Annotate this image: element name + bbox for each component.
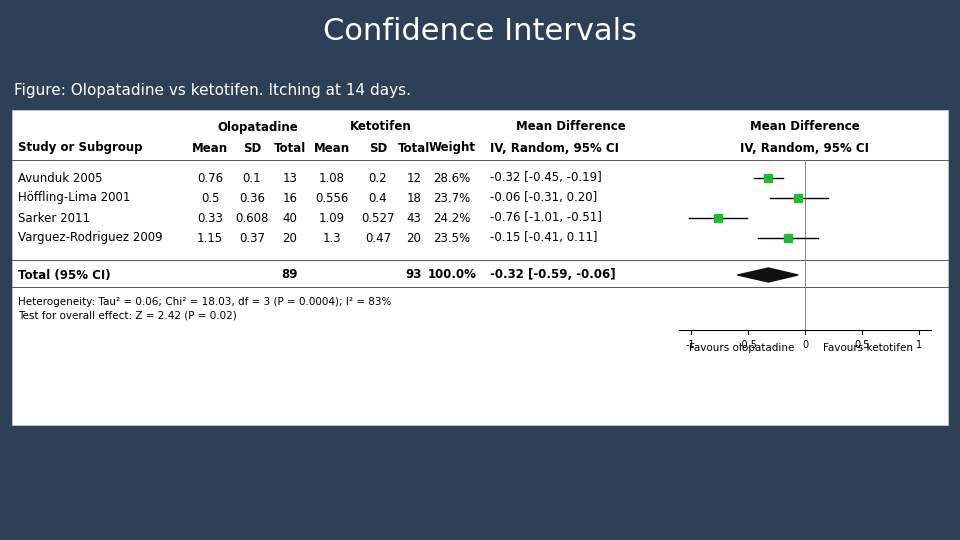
Text: Favours ketotifen: Favours ketotifen [823, 343, 913, 353]
Text: 0.36: 0.36 [239, 192, 265, 205]
Text: Mean Difference: Mean Difference [516, 120, 626, 133]
Text: 89: 89 [281, 268, 299, 281]
Text: 0.4: 0.4 [369, 192, 387, 205]
Text: 43: 43 [407, 212, 421, 225]
Text: Sarker 2011: Sarker 2011 [18, 212, 90, 225]
Text: -0.32 [-0.59, -0.06]: -0.32 [-0.59, -0.06] [490, 268, 615, 281]
Text: -0.15 [-0.41, 0.11]: -0.15 [-0.41, 0.11] [490, 232, 597, 245]
Text: Varguez-Rodriguez 2009: Varguez-Rodriguez 2009 [18, 232, 162, 245]
Text: Total: Total [397, 141, 430, 154]
Text: -0.5: -0.5 [738, 340, 757, 350]
Text: 20: 20 [407, 232, 421, 245]
Text: 20: 20 [282, 232, 298, 245]
Text: -0.76 [-1.01, -0.51]: -0.76 [-1.01, -0.51] [490, 212, 602, 225]
Text: -0.32 [-0.45, -0.19]: -0.32 [-0.45, -0.19] [490, 172, 602, 185]
Text: -0.06 [-0.31, 0.20]: -0.06 [-0.31, 0.20] [490, 192, 597, 205]
Text: 0.608: 0.608 [235, 212, 269, 225]
Text: Total: Total [274, 141, 306, 154]
Text: 13: 13 [282, 172, 298, 185]
Text: Study or Subgroup: Study or Subgroup [18, 141, 142, 154]
Text: 23.5%: 23.5% [433, 232, 470, 245]
Polygon shape [737, 268, 798, 282]
Text: 0.5: 0.5 [201, 192, 219, 205]
Text: 0: 0 [802, 340, 808, 350]
Text: 0.76: 0.76 [197, 172, 223, 185]
Text: 23.7%: 23.7% [433, 192, 470, 205]
Text: IV, Random, 95% CI: IV, Random, 95% CI [490, 141, 619, 154]
Text: 1.15: 1.15 [197, 232, 223, 245]
Text: 0.2: 0.2 [369, 172, 387, 185]
Text: SD: SD [243, 141, 261, 154]
Text: IV, Random, 95% CI: IV, Random, 95% CI [740, 141, 870, 154]
Text: Mean: Mean [192, 141, 228, 154]
Text: Heterogeneity: Tau² = 0.06; Chi² = 18.03, df = 3 (P = 0.0004); I² = 83%: Heterogeneity: Tau² = 0.06; Chi² = 18.03… [18, 297, 392, 307]
Text: Ketotifen: Ketotifen [350, 120, 412, 133]
Text: Avunduk 2005: Avunduk 2005 [18, 172, 103, 185]
Bar [12, 110, 948, 425]
Text: Mean Difference: Mean Difference [750, 120, 860, 133]
Text: 18: 18 [407, 192, 421, 205]
Text: 0.1: 0.1 [243, 172, 261, 185]
Text: 0.5: 0.5 [854, 340, 870, 350]
Text: 0.37: 0.37 [239, 232, 265, 245]
Text: 0.47: 0.47 [365, 232, 391, 245]
Text: -1: -1 [685, 340, 695, 350]
Text: 28.6%: 28.6% [433, 172, 470, 185]
Text: Favours olopatadine: Favours olopatadine [689, 343, 795, 353]
Text: Weight: Weight [428, 141, 475, 154]
Text: 0.556: 0.556 [315, 192, 348, 205]
Text: 93: 93 [406, 268, 422, 281]
Text: 1.3: 1.3 [323, 232, 342, 245]
Text: Total (95% CI): Total (95% CI) [18, 268, 110, 281]
Text: 0.527: 0.527 [361, 212, 395, 225]
Text: 24.2%: 24.2% [433, 212, 470, 225]
Text: 0.33: 0.33 [197, 212, 223, 225]
Text: Olopatadine: Olopatadine [218, 120, 299, 133]
Text: 40: 40 [282, 212, 298, 225]
Text: 100.0%: 100.0% [427, 268, 476, 281]
Text: Mean: Mean [314, 141, 350, 154]
Text: SD: SD [369, 141, 387, 154]
Text: 1.08: 1.08 [319, 172, 345, 185]
Text: Figure: Olopatadine vs ketotifen. Itching at 14 days.: Figure: Olopatadine vs ketotifen. Itchin… [14, 83, 411, 98]
Text: Test for overall effect: Z = 2.42 (P = 0.02): Test for overall effect: Z = 2.42 (P = 0… [18, 311, 237, 321]
Text: 1.09: 1.09 [319, 212, 345, 225]
Text: 12: 12 [406, 172, 421, 185]
Text: 1: 1 [917, 340, 923, 350]
Text: Confidence Intervals: Confidence Intervals [323, 17, 637, 46]
Text: Höffling-Lima 2001: Höffling-Lima 2001 [18, 192, 131, 205]
Text: 16: 16 [282, 192, 298, 205]
